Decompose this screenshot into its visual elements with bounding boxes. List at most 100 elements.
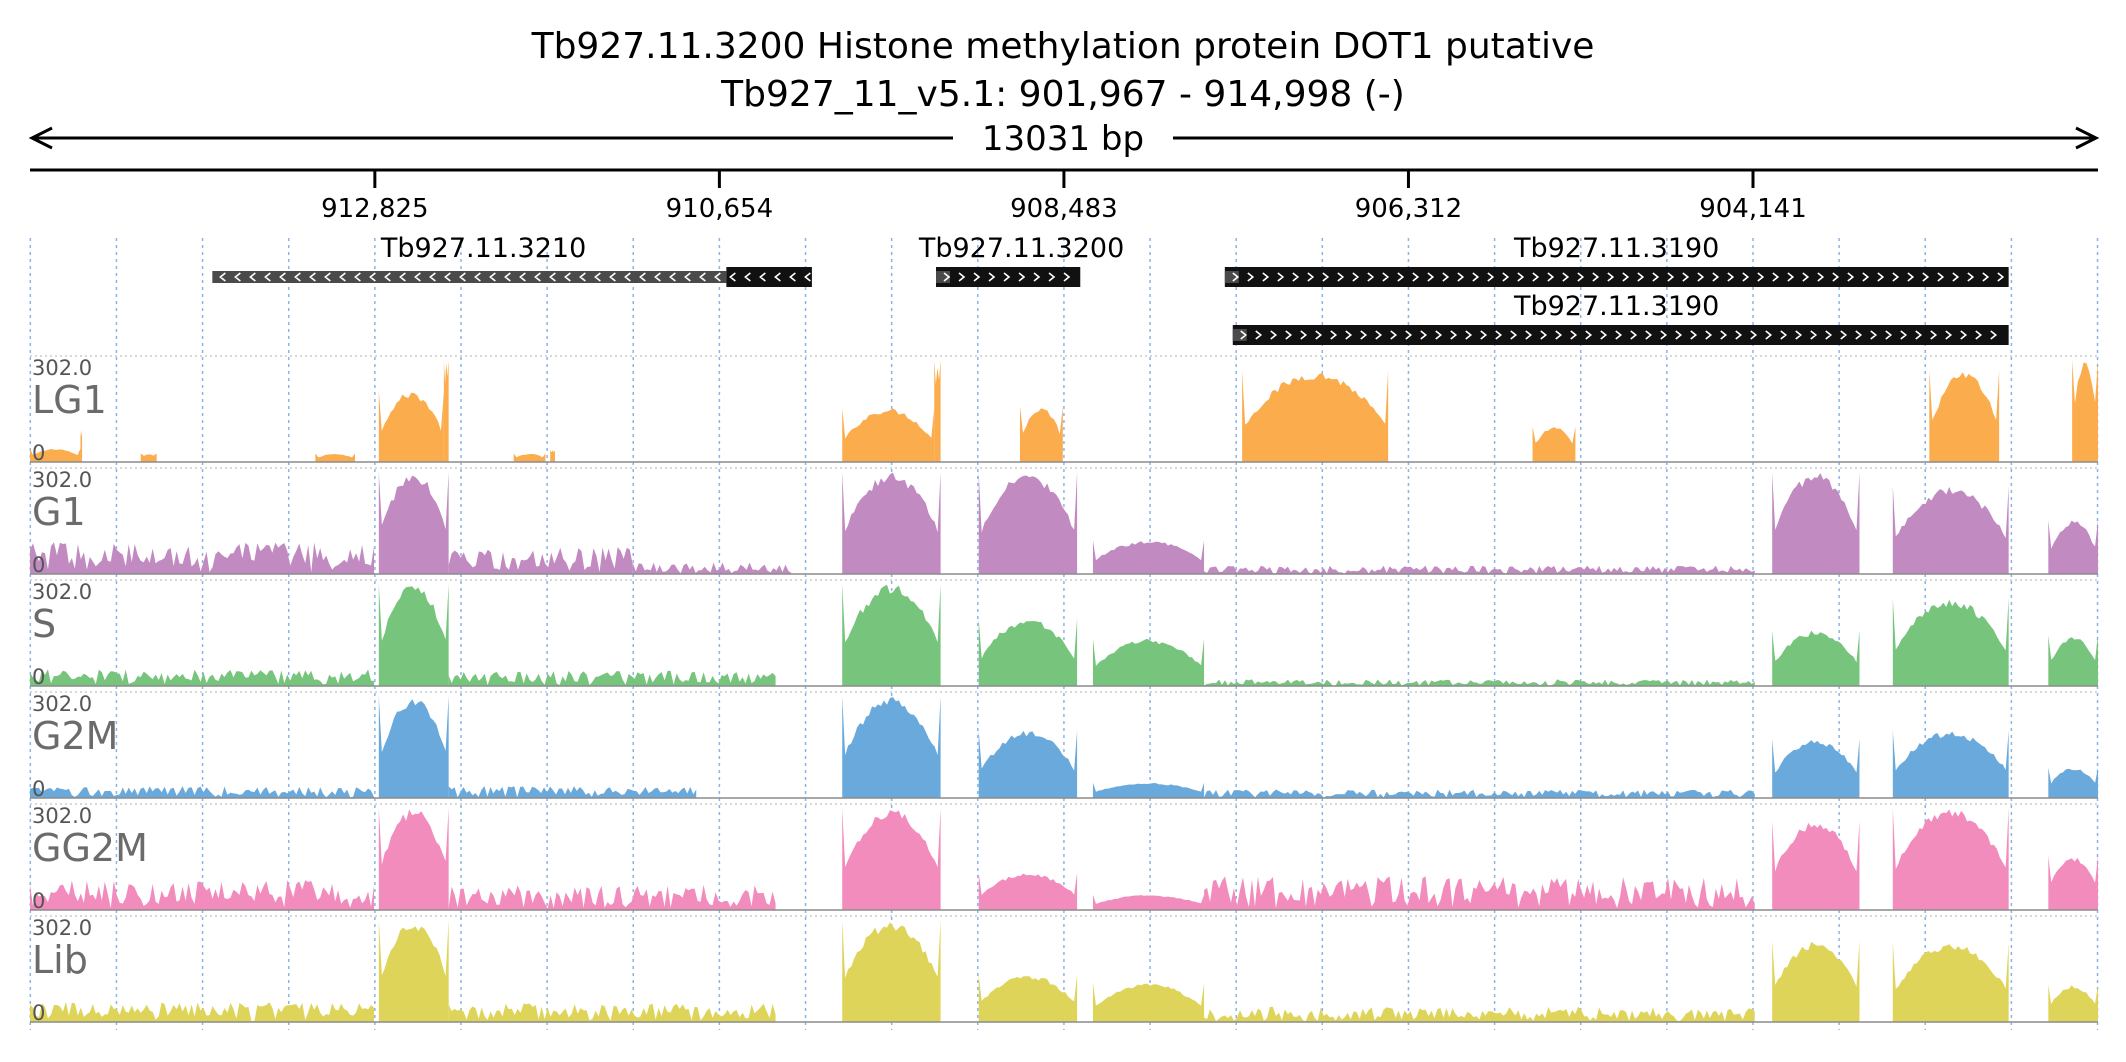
x-axis: 912,825 910,654 908,483 906,312 904,141 — [30, 168, 2098, 224]
x-tick-label: 910,654 — [666, 194, 774, 224]
coverage-block — [30, 669, 375, 686]
coverage-block — [378, 584, 449, 686]
span-arrow-right-head — [2075, 126, 2100, 150]
y-min-label: 0 — [32, 553, 45, 577]
coverage-block — [978, 730, 1078, 798]
coverage-block — [1772, 738, 1860, 798]
strand-arrow-icon — [1232, 272, 2005, 282]
y-min-label: 0 — [32, 665, 45, 689]
coverage-block — [513, 453, 546, 462]
coverage-track-s: 302.0 0 S — [30, 579, 2098, 689]
coverage-block — [1929, 370, 2000, 462]
coverage-block — [2072, 360, 2098, 462]
coverage-block — [978, 872, 1078, 910]
coverage-block — [1242, 370, 1389, 462]
coverage-block — [978, 974, 1078, 1022]
coverage-tracks: 302.00LG1302.00G1302.00S302.00G2M302.00G… — [30, 355, 2098, 1025]
track-name-label: GG2M — [32, 826, 148, 870]
coverage-block — [842, 808, 941, 910]
gene-feature[interactable]: Tb927.11.3200 — [918, 233, 1124, 287]
coverage-block — [1892, 486, 2009, 574]
coverage-block — [1892, 598, 2009, 686]
coverage-block — [315, 453, 356, 462]
coverage-track-lg1: 302.0 0 LG1 — [30, 355, 2098, 465]
coverage-block — [2048, 635, 2098, 686]
span-length-label: 13031 bp — [982, 119, 1144, 159]
coverage-block — [30, 786, 375, 798]
strand-arrow-icon — [1240, 330, 1998, 340]
coverage-block — [2048, 767, 2098, 798]
coverage-block — [1892, 942, 2009, 1022]
gene-feature[interactable]: Tb927.11.3190 — [1232, 291, 2009, 345]
coverage-block — [378, 808, 449, 910]
coverage-block — [1772, 820, 1860, 910]
coverage-block — [842, 920, 941, 1022]
strand-arrow-icon — [219, 272, 811, 282]
coverage-block — [30, 1001, 375, 1022]
y-max-label: 302.0 — [32, 804, 92, 828]
coverage-block — [978, 618, 1078, 686]
track-name-label: Lib — [32, 938, 88, 982]
coverage-block — [378, 696, 449, 798]
x-tick-label: 906,312 — [1355, 194, 1463, 224]
x-tick-label: 912,825 — [321, 194, 429, 224]
coverage-block — [842, 407, 935, 462]
grid-lines — [29, 238, 2099, 1030]
coverage-block — [550, 450, 555, 462]
coverage-block — [30, 880, 375, 910]
y-max-label: 302.0 — [32, 580, 92, 604]
coverage-block — [1772, 472, 1860, 574]
track-name-label: G2M — [32, 714, 118, 758]
chart-title: Tb927.11.3200 Histone methylation protei… — [531, 26, 1595, 67]
coverage-block — [1092, 894, 1205, 910]
coverage-track-lib: 302.0 0 Lib — [30, 915, 2098, 1025]
track-name-label: G1 — [32, 490, 86, 534]
coverage-block — [1772, 630, 1860, 686]
span-arrow-left-head — [28, 126, 53, 150]
gene-label: Tb927.11.3200 — [918, 233, 1124, 264]
track-name-label: LG1 — [32, 378, 107, 422]
coverage-block — [1204, 679, 1755, 686]
gene-feature[interactable]: Tb927.11.3210 — [212, 233, 812, 287]
gene-label: Tb927.11.3190 — [1513, 291, 1719, 322]
coverage-block — [1204, 1006, 1755, 1022]
y-max-label: 302.0 — [32, 356, 92, 380]
coverage-block — [1092, 638, 1205, 686]
coverage-block — [2048, 984, 2098, 1022]
coverage-block — [443, 360, 449, 462]
coverage-block — [1092, 782, 1205, 798]
coverage-block — [1019, 406, 1063, 462]
x-tick-label: 908,483 — [1010, 194, 1118, 224]
y-max-label: 302.0 — [32, 692, 92, 716]
coverage-track-g2m: 302.0 0 G2M — [30, 691, 2098, 801]
coverage-block — [978, 472, 1078, 574]
coverage-block — [632, 562, 792, 574]
coverage-block — [448, 1003, 776, 1022]
coverage-block — [2048, 855, 2098, 910]
coverage-block — [1092, 983, 1205, 1022]
coverage-track-g1: 302.0 0 G1 — [30, 467, 2098, 577]
coverage-block — [934, 360, 941, 462]
coverage-block — [80, 429, 83, 462]
coverage-block — [1532, 426, 1576, 462]
y-max-label: 302.0 — [32, 468, 92, 492]
coverage-block — [378, 391, 444, 462]
coverage-block — [842, 696, 941, 798]
gene-label: Tb927.11.3210 — [380, 233, 586, 264]
coverage-block — [140, 453, 157, 462]
gene-cds-bar — [726, 267, 812, 287]
coverage-block — [1204, 876, 1755, 910]
coverage-block — [448, 884, 776, 910]
coverage-block — [448, 547, 633, 574]
y-max-label: 302.0 — [32, 916, 92, 940]
coverage-block — [2048, 519, 2098, 574]
strand-arrow-icon — [943, 272, 1071, 282]
gene-feature[interactable]: Tb927.11.3190 — [1224, 233, 2009, 287]
coverage-block — [1892, 808, 2009, 910]
coverage-block — [1092, 540, 1205, 574]
y-min-label: 0 — [32, 441, 45, 465]
gene-label: Tb927.11.3190 — [1513, 233, 1719, 264]
coverage-block — [1892, 730, 2009, 798]
